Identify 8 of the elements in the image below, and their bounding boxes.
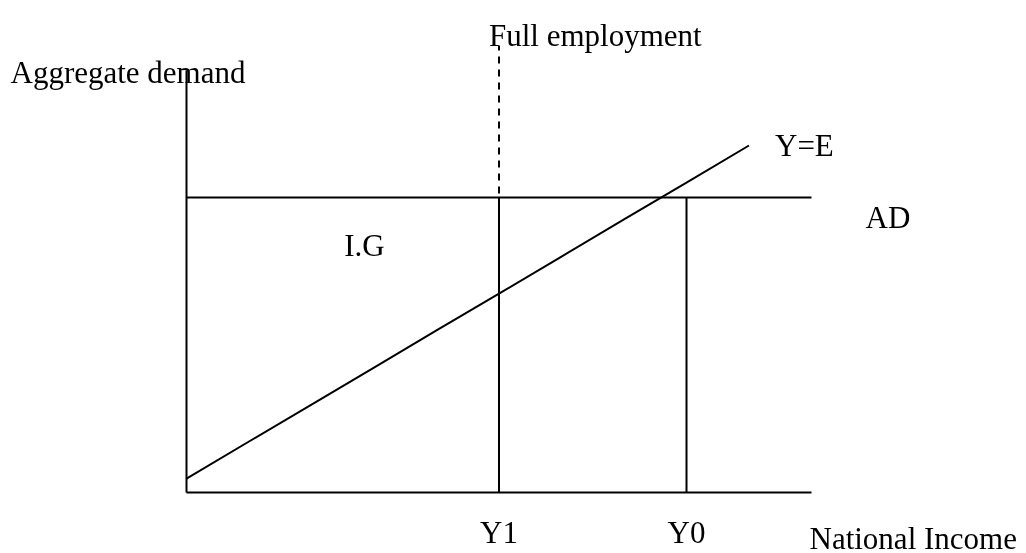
annotation: I.G [344, 228, 385, 263]
series-label: AD [865, 199, 911, 235]
x-tick-label: Y1 [480, 514, 518, 550]
x-axis-title: National Income [809, 521, 1017, 553]
series-label: Y=E [775, 128, 834, 163]
x-tick-label: Y0 [667, 514, 706, 550]
ref-line-label: Full employment [489, 18, 703, 53]
y-axis-title: Aggregate demand [10, 55, 246, 90]
